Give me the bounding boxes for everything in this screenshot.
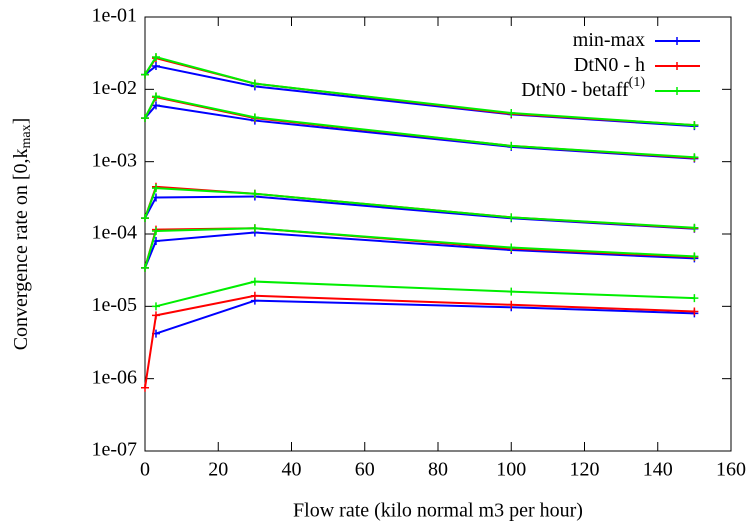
point-marker [141,114,149,123]
point-marker [250,113,259,122]
point-marker [151,92,160,101]
series-line [144,187,695,229]
y-tick-label: 1e-01 [91,5,137,27]
point-marker [141,263,149,272]
point-marker [250,79,259,88]
point-marker [507,300,516,309]
point-marker [250,277,259,286]
point-marker [507,213,516,222]
x-tick-label: 120 [570,459,600,481]
y-tick-label: 1e-02 [91,77,137,99]
legend-marker [673,62,681,70]
point-marker [507,141,516,150]
point-marker [151,227,160,236]
y-tick-label: 1e-06 [91,366,137,388]
legend-label-text: min-max [573,29,645,51]
series-line [144,231,695,269]
y-axis-label-suffix: ] [10,118,32,125]
point-marker [151,302,160,311]
point-marker [151,52,160,61]
point-marker [141,214,149,223]
y-tick-label: 1e-04 [91,222,137,244]
x-tick-label: 40 [282,459,302,481]
x-tick-label: 160 [716,459,746,481]
point-marker [690,252,699,261]
series-line [144,95,695,159]
x-tick-label: 60 [355,459,375,481]
legend-label-text: DtN0 - h [574,54,645,76]
point-marker [507,109,516,118]
point-marker [690,294,699,303]
x-axis-label: Flow rate (kilo normal m3 per hour) [293,500,583,522]
point-marker [151,184,160,193]
series-line [144,96,695,159]
x-tick-label: 0 [140,459,150,481]
point-marker [690,121,699,130]
point-marker [151,62,160,71]
point-marker [507,287,516,296]
x-tick-label: 20 [208,459,228,481]
point-marker [690,153,699,162]
legend-label: min-max [573,29,645,51]
point-marker [250,189,259,198]
point-marker [141,70,149,79]
x-tick-label: 140 [643,459,673,481]
x-tick-label: 80 [428,459,448,481]
series-line [155,299,695,335]
y-tick-label: 1e-03 [91,149,137,171]
legend-marker [673,87,681,95]
y-tick-label: 1e-07 [91,439,137,461]
y-axis-label-sub: max [19,124,34,148]
legend-label: DtN0 - betaff(1) [521,75,645,100]
point-marker [151,311,160,320]
point-marker [690,307,699,316]
point-marker [151,101,160,110]
y-axis-label-text: Convergence rate on [0,k [10,149,32,351]
y-tick-label: 1e-05 [91,294,137,316]
point-marker [507,243,516,252]
series-line [155,280,695,308]
point-marker [250,224,259,233]
point-marker [141,383,149,392]
series-line [144,104,695,160]
y-axis-label: Convergence rate on [0,kmax] [10,118,35,351]
legend-label-text: DtN0 - betaff [521,79,629,101]
legend-marker [673,37,681,45]
legend-label: DtN0 - h [574,54,645,76]
legend-label-sup: (1) [629,75,646,90]
point-marker [250,291,259,300]
point-marker [690,223,699,232]
x-tick-label: 100 [496,459,526,481]
